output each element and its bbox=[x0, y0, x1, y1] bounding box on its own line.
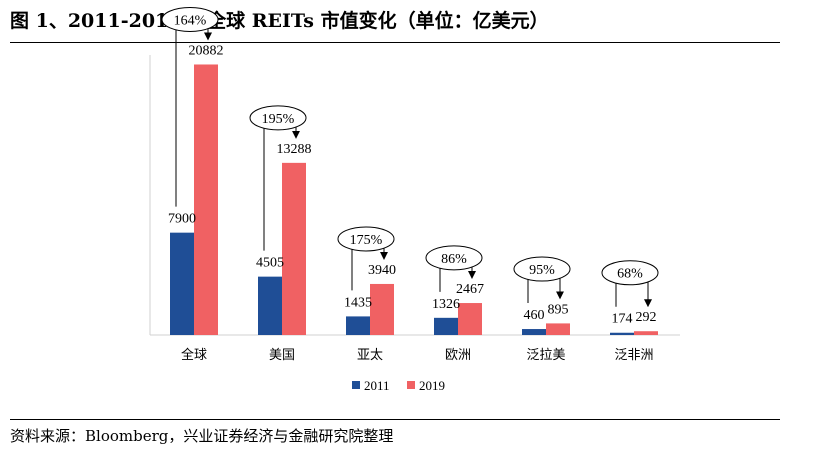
bar-2019-3 bbox=[458, 303, 482, 335]
category-tick-5: 泛非洲 bbox=[614, 348, 653, 363]
value-label-2011-0: 7900 bbox=[168, 212, 196, 227]
bar-2011-3 bbox=[434, 317, 458, 335]
legend-swatch-2019 bbox=[407, 381, 415, 389]
value-label-2019-4: 895 bbox=[548, 302, 569, 317]
legend: 2011 2019 bbox=[352, 378, 445, 393]
category-tick-0: 全球 bbox=[181, 347, 207, 363]
bar-2011-4 bbox=[522, 329, 546, 335]
value-label-2019-1: 13288 bbox=[277, 142, 312, 157]
value-label-2011-5: 174 bbox=[612, 312, 633, 327]
category-tick-2: 亚太 bbox=[357, 348, 383, 363]
source-note: 资料来源：Bloomberg，兴业证券经济与金融研究院整理 bbox=[10, 427, 394, 445]
category-tick-3: 欧洲 bbox=[445, 348, 471, 363]
growth-oval-5 bbox=[601, 260, 659, 286]
growth-oval-3 bbox=[425, 245, 483, 271]
value-label-2011-3: 1326 bbox=[432, 297, 460, 312]
bottom-rule bbox=[10, 419, 780, 420]
bar-2011-2 bbox=[346, 316, 370, 335]
growth-oval-2 bbox=[337, 226, 395, 252]
bar-2019-2 bbox=[370, 283, 394, 335]
value-label-2019-2: 3940 bbox=[368, 263, 396, 278]
legend-label-2011: 2011 bbox=[364, 378, 390, 393]
category-tick-1: 美国 bbox=[269, 348, 295, 363]
top-rule bbox=[10, 42, 780, 43]
growth-label-2: 175% bbox=[350, 233, 383, 248]
bar-2011-1 bbox=[258, 276, 282, 335]
growth-label-5: 68% bbox=[617, 267, 643, 282]
value-label-2019-0: 20882 bbox=[189, 43, 224, 58]
growth-oval-0 bbox=[161, 6, 219, 32]
bar-2019-4 bbox=[546, 323, 570, 335]
value-label-2011-2: 1435 bbox=[344, 295, 372, 310]
value-label-2019-5: 292 bbox=[636, 310, 657, 325]
category-tick-4: 泛拉美 bbox=[526, 348, 565, 363]
bar-2011-5 bbox=[610, 332, 634, 335]
legend-label-2019: 2019 bbox=[419, 378, 445, 393]
figure-title: 图 1、2011-2019 年全球 REITs 市值变化（单位：亿美元） bbox=[10, 10, 549, 32]
growth-oval-4 bbox=[513, 256, 571, 282]
value-label-2011-4: 460 bbox=[524, 308, 545, 323]
growth-label-4: 95% bbox=[529, 263, 555, 278]
growth-label-3: 86% bbox=[441, 252, 467, 267]
growth-label-0: 164% bbox=[174, 13, 207, 28]
bar-2019-1 bbox=[282, 162, 306, 335]
legend-swatch-2011 bbox=[352, 381, 360, 389]
bar-2011-0 bbox=[170, 232, 194, 335]
value-label-2019-3: 2467 bbox=[456, 282, 484, 297]
bar-2019-5 bbox=[634, 331, 658, 335]
value-label-2011-1: 4505 bbox=[256, 256, 284, 271]
growth-oval-1 bbox=[249, 105, 307, 131]
growth-label-1: 195% bbox=[262, 112, 295, 127]
bar-2019-0 bbox=[194, 64, 218, 335]
